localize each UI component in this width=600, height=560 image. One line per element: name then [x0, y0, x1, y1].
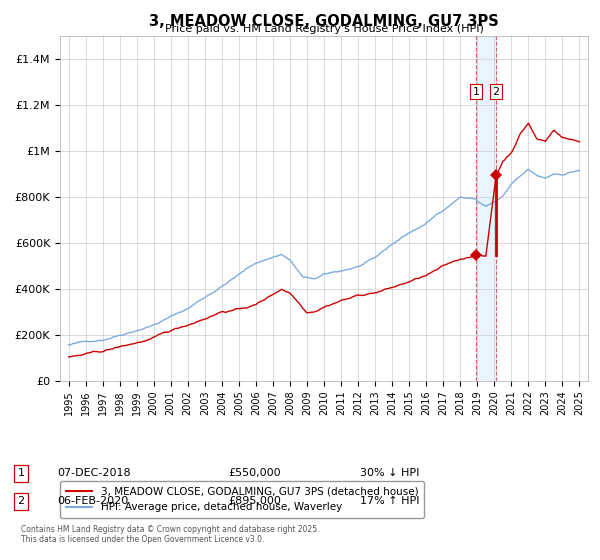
Text: 1: 1 [472, 86, 479, 96]
Text: 30% ↓ HPI: 30% ↓ HPI [360, 468, 419, 478]
Text: Price paid vs. HM Land Registry's House Price Index (HPI): Price paid vs. HM Land Registry's House … [164, 24, 484, 34]
Text: Contains HM Land Registry data © Crown copyright and database right 2025.
This d: Contains HM Land Registry data © Crown c… [21, 525, 320, 544]
Legend: 3, MEADOW CLOSE, GODALMING, GU7 3PS (detached house), HPI: Average price, detach: 3, MEADOW CLOSE, GODALMING, GU7 3PS (det… [60, 480, 424, 519]
Text: 06-FEB-2020: 06-FEB-2020 [57, 496, 128, 506]
Text: 3, MEADOW CLOSE, GODALMING, GU7 3PS: 3, MEADOW CLOSE, GODALMING, GU7 3PS [149, 14, 499, 29]
Text: 17% ↑ HPI: 17% ↑ HPI [360, 496, 419, 506]
Text: 1: 1 [17, 468, 25, 478]
Text: £550,000: £550,000 [228, 468, 281, 478]
Text: 2: 2 [493, 86, 500, 96]
Text: 07-DEC-2018: 07-DEC-2018 [57, 468, 131, 478]
Bar [476, 36, 496, 381]
Text: £895,000: £895,000 [228, 496, 281, 506]
Text: 2: 2 [17, 496, 25, 506]
